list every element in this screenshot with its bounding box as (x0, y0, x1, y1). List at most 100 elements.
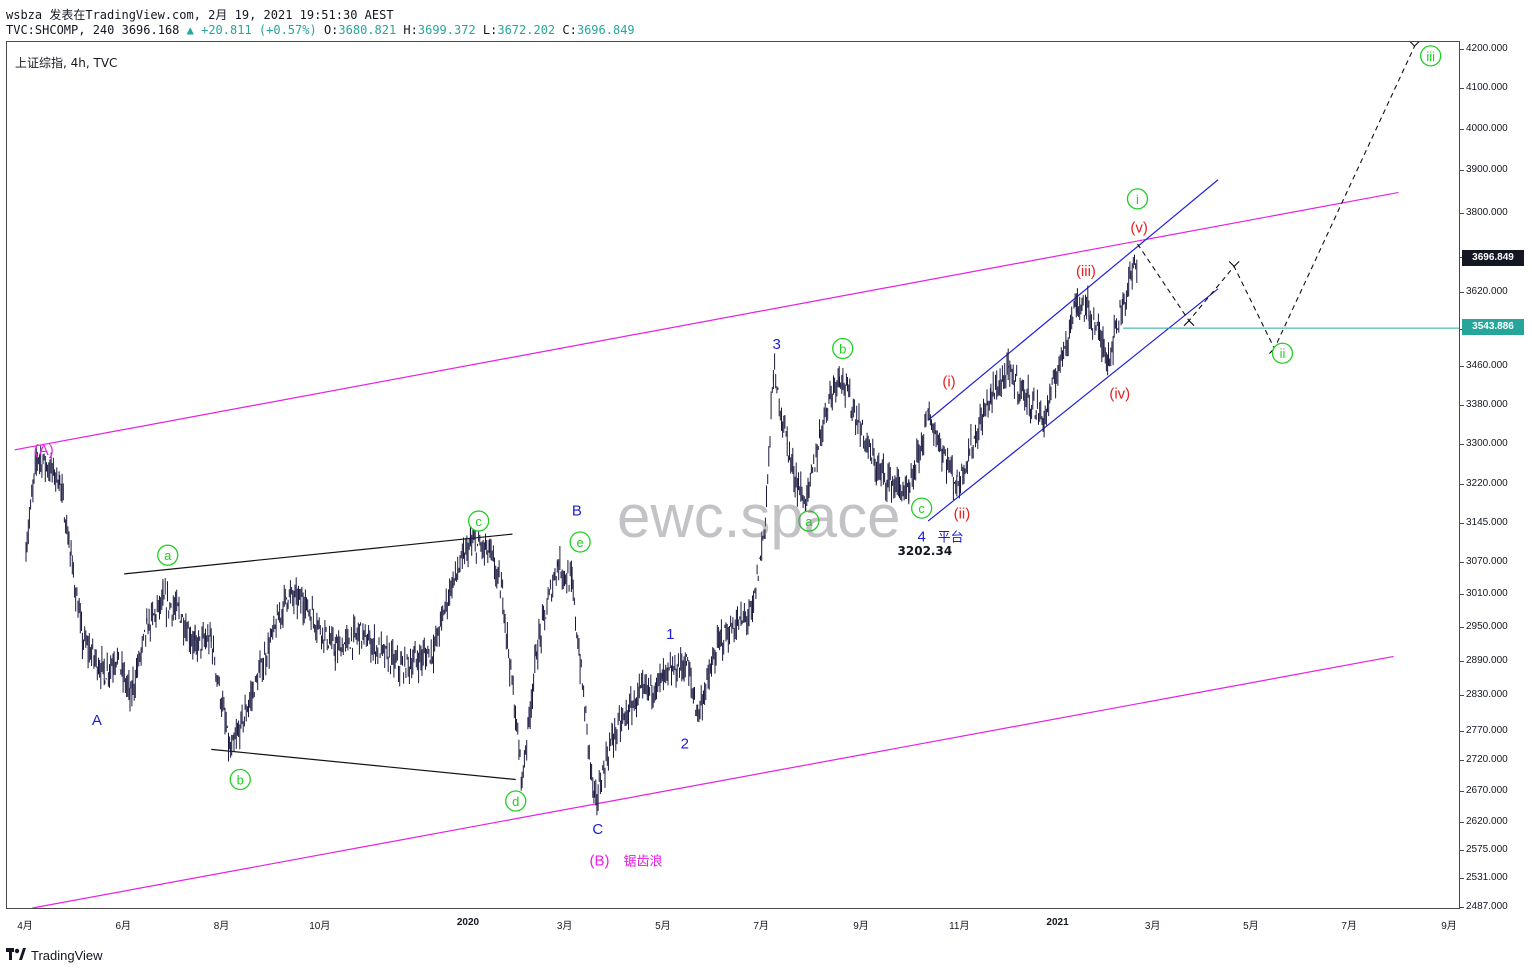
wave-label-circle (468, 510, 490, 532)
trendline-blue-channel-lower (927, 288, 1219, 522)
tradingview-footer[interactable]: TradingView (6, 944, 103, 966)
y-tick-label: 3380.000 (1466, 398, 1508, 410)
chart-legend: 上证综指, 4h, TVC (15, 56, 118, 70)
wave-label-circle (832, 337, 854, 360)
y-tick-mark (1460, 88, 1464, 90)
y-tick-mark (1460, 730, 1464, 732)
wave-label: i (1136, 192, 1139, 207)
wave-label-circle (1271, 342, 1294, 364)
open-label: O: (323, 23, 339, 37)
x-tick-label: 9月 (853, 921, 869, 932)
wave-label-circle (505, 790, 527, 812)
ohlc-bar: TVC:SHCOMP, 240 3696.168 ▲ +20.811 (+0.5… (6, 23, 635, 37)
wave-label: A (92, 712, 102, 729)
projection-arrowhead (1409, 42, 1420, 47)
trendline-triangle-upper (124, 533, 513, 575)
wave-label: B (572, 503, 582, 520)
y-tick-mark (1460, 850, 1464, 852)
y-tick-mark (1460, 366, 1464, 368)
wave-label: d (512, 794, 519, 809)
x-tick-label: 7月 (753, 921, 769, 932)
y-tick-mark (1460, 522, 1464, 524)
y-tick-mark (1460, 760, 1464, 762)
high-value: 3699.372 (417, 23, 476, 37)
symbol-text: TVC:SHCOMP, 240 (6, 23, 115, 37)
x-tick-label: 2021 (1046, 917, 1069, 928)
x-tick-label: 8月 (213, 921, 230, 932)
price-change: +20.811 (+0.57%) (201, 23, 317, 37)
trendline-upper-channel (14, 191, 1399, 451)
projection-arrowhead (1228, 261, 1240, 268)
y-tick-mark (1460, 128, 1464, 130)
wave-label: 4 (917, 529, 925, 546)
publish-info: wsbza 发表在TradingView.com, 2月 19, 2021 19… (6, 8, 394, 22)
y-tick-mark (1460, 170, 1464, 172)
low-label: L: (482, 23, 498, 37)
up-arrow-icon: ▲ (186, 23, 194, 37)
projection-arrowhead (1183, 319, 1195, 327)
y-tick-mark (1460, 907, 1464, 908)
low-value: 3672.202 (497, 23, 556, 37)
y-tick-mark (1460, 790, 1464, 792)
y-tick-label: 4200.000 (1466, 43, 1508, 54)
y-tick-label: 3070.000 (1466, 556, 1508, 568)
close-label: C: (562, 23, 577, 37)
wave-label: 1 (666, 626, 674, 643)
trendline-triangle-lower (211, 748, 516, 781)
wave-label: c (475, 514, 482, 529)
y-tick-mark (1460, 594, 1464, 596)
y-tick-label: 2620.000 (1466, 815, 1508, 827)
y-tick-label: 3145.000 (1466, 516, 1508, 528)
wave-label: (ii) (954, 505, 971, 522)
wave-label: iii (1426, 49, 1435, 64)
close-value: 3696.849 (576, 23, 635, 37)
y-tick-label: 2720.000 (1466, 754, 1508, 766)
y-tick-label: 3900.000 (1466, 164, 1508, 176)
y-tick-mark (1460, 212, 1464, 214)
y-tick-label: 3620.000 (1466, 286, 1508, 298)
y-tick-label: 3800.000 (1466, 206, 1508, 218)
tradingview-logo-icon (6, 948, 26, 960)
trendline-blue-channel-upper (927, 179, 1219, 421)
wave-label: a (805, 514, 813, 529)
price-axis[interactable]: 4200.000 4100.000 4000.000 3900.000 3800.000… (1460, 41, 1532, 912)
x-tick-label: 6月 (115, 921, 132, 932)
y-tick-mark (1460, 878, 1464, 880)
x-tick-label: 3月 (556, 921, 573, 932)
y-tick-label: 2770.000 (1466, 724, 1508, 736)
wave-label-circle (569, 531, 591, 553)
x-tick-label: 9月 (1441, 921, 1457, 932)
wave-label: (iv) (1109, 386, 1130, 403)
y-tick-mark (1460, 695, 1464, 697)
y-tick-label: 2531.000 (1466, 872, 1508, 884)
wave-label: (A) (34, 442, 54, 459)
wave-label: 3202.34 (898, 544, 953, 558)
x-tick-label: 5月 (655, 921, 671, 932)
y-tick-mark (1460, 627, 1464, 629)
y-tick-mark (1460, 443, 1464, 445)
x-tick-label: 3月 (1144, 921, 1161, 932)
time-axis[interactable]: 4月 6月 8月 10月 2020 3月 5月 7月 9月 11月 2021 3月 5月 7月 9月 (6, 909, 1460, 939)
y-tick-label: 2670.000 (1466, 784, 1508, 796)
wave-label-circle (1420, 45, 1442, 67)
price-tag: 3696.849 (1462, 249, 1524, 266)
wave-label-note: 锯齿浪 (623, 855, 662, 870)
candles (25, 254, 1138, 816)
last-price: 3696.168 (121, 23, 180, 37)
y-tick-mark (1460, 661, 1464, 663)
wave-label: C (592, 821, 603, 838)
y-tick-mark (1460, 292, 1464, 294)
wave-label: (i) (942, 374, 955, 391)
y-tick-label: 4100.000 (1466, 82, 1508, 94)
wave-label: b (237, 773, 244, 788)
wave-label-circle (157, 544, 179, 566)
y-tick-label: 2575.000 (1466, 844, 1508, 856)
wave-label: 3 (772, 336, 780, 353)
wave-label: (v) (1130, 220, 1148, 237)
wave-label: 2 (681, 735, 689, 752)
price-tag: 3543.886 (1462, 319, 1524, 336)
y-tick-label: 3300.000 (1466, 437, 1508, 449)
tradingview-brand: TradingView (31, 947, 103, 963)
